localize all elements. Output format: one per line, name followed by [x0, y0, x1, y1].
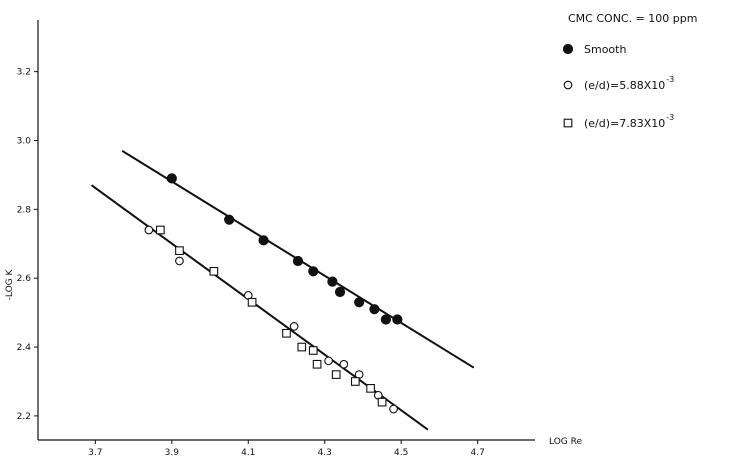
y-tick-label: 2.2: [17, 412, 31, 422]
legend-label-rough-783: (e/d)=7.83X10: [584, 117, 665, 130]
legend-label-exponent: -3: [666, 113, 674, 122]
data-point-smooth: [308, 266, 319, 277]
x-tick-label: 3.9: [165, 448, 180, 458]
data-point-rough-783: [366, 384, 375, 393]
data-point-rough-783: [247, 297, 257, 307]
legend-header: CMC CONC. = 100 ppm: [568, 12, 697, 25]
data-point-rough-783: [312, 359, 322, 369]
data-point-smooth: [327, 276, 338, 287]
data-point-rough-783: [297, 342, 307, 352]
y-tick-label: 2.6: [17, 274, 32, 284]
data-point-rough-588: [339, 359, 349, 369]
axes: 3.7 3.9 4.1 4.3 4.5 4.7 2.2 2.4 2.6 2.8 3.0 3.2 LOG …: [5, 20, 582, 458]
data-point-smooth: [354, 297, 365, 308]
legend-label-smooth: Smooth: [584, 43, 626, 56]
x-tick-label: 4.5: [394, 448, 408, 458]
y-tick-label: 3.2: [17, 68, 31, 78]
x-tick-label: 3.7: [88, 448, 102, 458]
fit-lines: [90, 149, 475, 431]
data-point-smooth: [258, 235, 269, 246]
legend-marker-smooth: [562, 43, 574, 55]
x-tick-label: 4.1: [241, 448, 255, 458]
data-point-rough-588: [389, 404, 398, 414]
data-point-smooth: [166, 173, 177, 184]
data-point-rough-783: [175, 246, 184, 256]
data-point-smooth: [392, 314, 403, 325]
data-point-rough-783: [209, 266, 219, 276]
legend-label-rough-588: (e/d)=5.88X10: [584, 79, 665, 92]
y-tick-label: 2.8: [17, 205, 32, 215]
legend-marker-rough-588: [563, 80, 573, 90]
data-point-rough-783: [308, 346, 318, 355]
data-point-rough-783: [350, 377, 360, 386]
data-point-rough-588: [289, 322, 299, 331]
y-tick-label: 2.4: [17, 343, 32, 353]
data-point-smooth: [369, 304, 380, 315]
x-tick-label: 4.7: [470, 448, 484, 458]
data-point-smooth: [224, 214, 235, 225]
legend-label-exponent: -3: [666, 75, 674, 84]
data-point-rough-783: [377, 397, 387, 407]
data-point-smooth: [334, 286, 346, 298]
data-point-rough-783: [282, 328, 291, 338]
data-point-smooth: [292, 255, 304, 267]
data-point-rough-588: [175, 256, 184, 266]
legend-marker-rough-783: [563, 118, 573, 128]
data-points: [144, 173, 403, 414]
data-point-rough-783: [155, 225, 165, 235]
data-point-rough-783: [331, 370, 341, 379]
data-point-rough-588: [144, 225, 154, 235]
y-tick-label: 3.0: [17, 136, 32, 146]
data-point-rough-588: [324, 356, 333, 366]
x-axis-label: LOG Re: [549, 437, 582, 447]
data-point-smooth: [380, 314, 391, 325]
y-axis-label: -LOG K: [5, 269, 15, 301]
x-tick-label: 4.3: [318, 448, 332, 458]
